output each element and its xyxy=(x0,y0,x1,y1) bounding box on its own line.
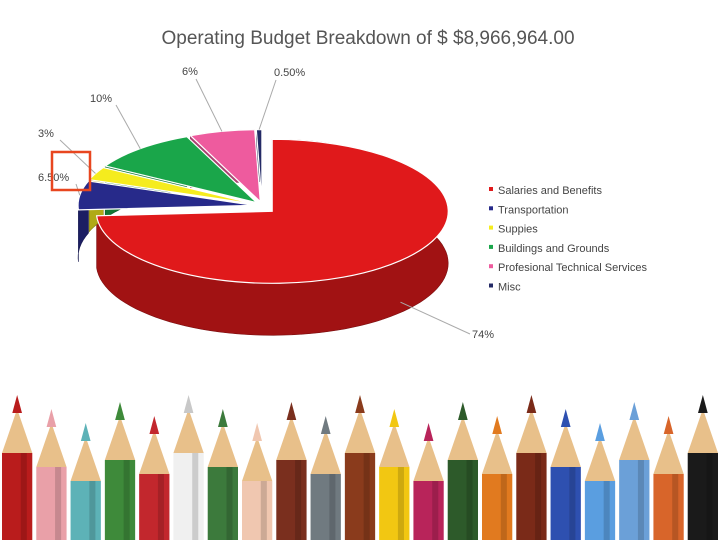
legend-label-profesional-technical-services: Profesional Technical Services xyxy=(498,262,647,274)
pencil xyxy=(482,416,513,540)
chart-title: Operating Budget Breakdown of $ $8,966,9… xyxy=(161,28,574,49)
pencil xyxy=(653,416,684,540)
pencil xyxy=(36,409,67,540)
leader-line-misc xyxy=(258,79,277,130)
leader-line-salaries-and-benefits xyxy=(400,301,471,335)
percent-label-buildings-and-grounds: 10% xyxy=(90,93,112,105)
slice-transportation xyxy=(77,180,255,211)
leader-line-profesional-technical-services xyxy=(195,78,223,132)
legend-label-transportation: Transportation xyxy=(498,204,569,216)
pencil xyxy=(413,423,444,540)
percent-label-salaries-and-benefits: 74% xyxy=(472,329,494,341)
pencil xyxy=(447,402,478,540)
legend-swatch-suppies xyxy=(489,225,493,230)
pencil xyxy=(344,395,376,540)
pencil xyxy=(173,395,204,540)
pencil xyxy=(379,409,410,540)
pencil xyxy=(310,416,341,540)
pencil xyxy=(550,409,581,540)
legend-swatch-salaries-and-benefits xyxy=(489,187,493,191)
legend-swatch-transportation xyxy=(489,206,493,211)
pencil xyxy=(242,423,273,540)
pencil xyxy=(104,402,136,540)
pencil xyxy=(2,395,33,540)
leader-line-buildings-and-grounds xyxy=(115,104,141,149)
pencil xyxy=(276,402,307,540)
legend-swatch-buildings-and-grounds xyxy=(489,244,493,249)
highlight-box xyxy=(50,150,92,192)
pencil xyxy=(207,409,238,540)
pencil xyxy=(70,423,101,540)
percent-label-profesional-technical-services: 6% xyxy=(182,66,198,78)
legend-label-suppies: Suppies xyxy=(498,224,538,236)
pencil xyxy=(516,395,547,540)
legend-label-buildings-and-grounds: Buildings and Grounds xyxy=(498,243,610,255)
percent-label-transportation: 6.50% xyxy=(38,172,69,184)
pencil xyxy=(687,395,718,540)
pencil xyxy=(139,416,170,540)
pencil xyxy=(619,402,650,540)
colored-pencils-decoration xyxy=(2,395,718,540)
pencil xyxy=(584,423,616,540)
slice-salaries-and-benefits xyxy=(95,138,449,284)
legend-swatch-misc xyxy=(489,283,493,288)
percent-label-misc: 0.50% xyxy=(274,67,305,79)
legend-label-salaries-and-benefits: Salaries and Benefits xyxy=(498,185,602,197)
legend-swatch-profesional-technical-services xyxy=(489,264,493,269)
legend: Salaries and Benefits Transportation Suppi… xyxy=(489,185,647,294)
legend-label-misc: Misc xyxy=(498,282,521,294)
percent-labels: 74% 6.50% 3% 10% 6% 0.50% xyxy=(38,66,494,341)
percent-label-suppies: 3% xyxy=(38,128,54,140)
